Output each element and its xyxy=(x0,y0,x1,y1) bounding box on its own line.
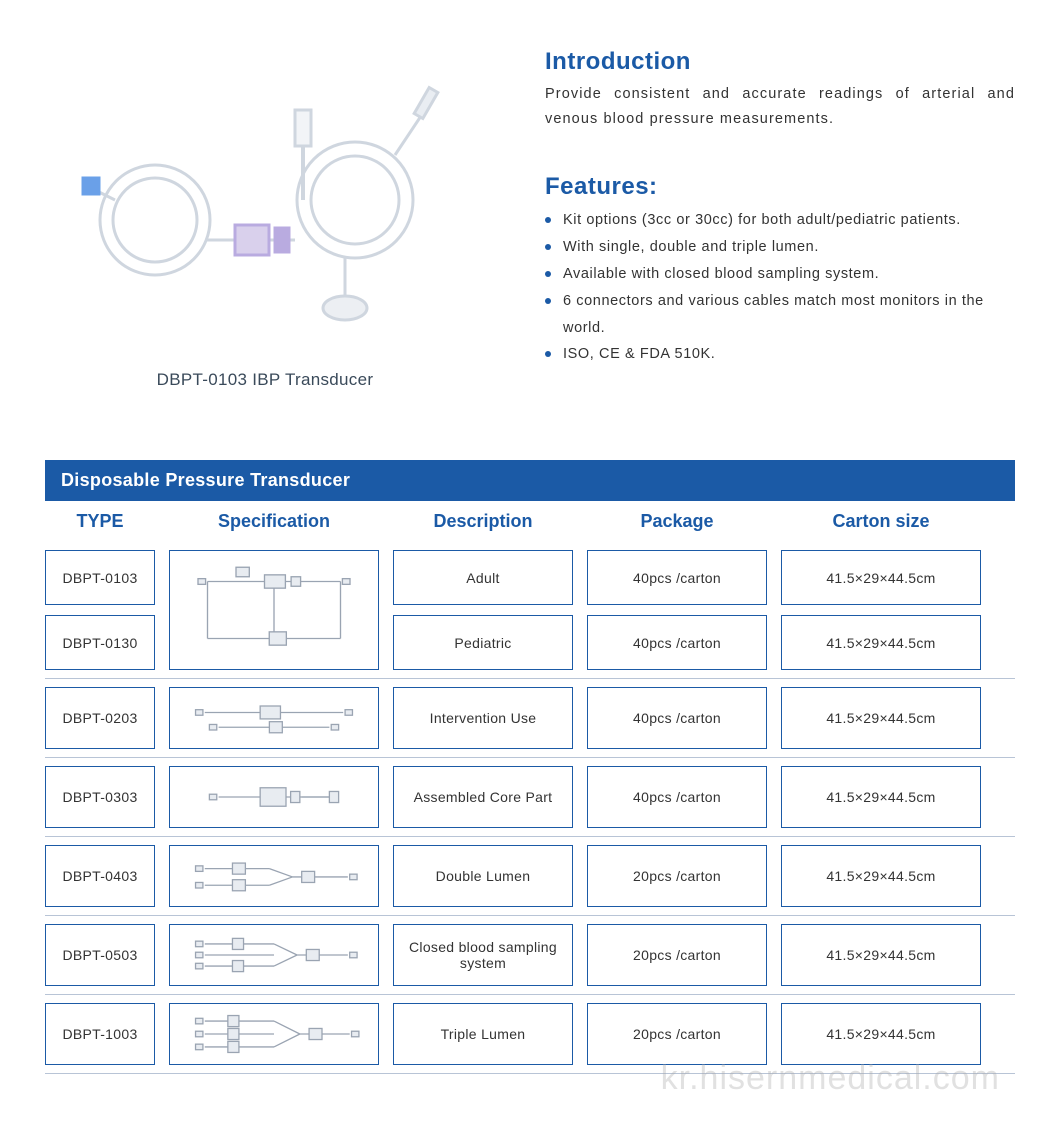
feature-item: Available with closed blood sampling sys… xyxy=(545,261,1015,288)
type-cell: DBPT-0503 xyxy=(45,924,155,986)
feature-item: 6 connectors and various cables match mo… xyxy=(545,288,1015,342)
type-cell: DBPT-0203 xyxy=(45,687,155,749)
table-row-group: DBPT-0103 DBPT-0130 Adult 40pcs /carton 41.5… xyxy=(45,544,1015,676)
type-cell-stack: DBPT-1003 xyxy=(45,1003,155,1065)
right-stack: Adult40pcs /carton41.5×29×44.5cmPediatri… xyxy=(393,550,1015,670)
row-divider xyxy=(45,678,1015,679)
col-header-pkg: Package xyxy=(587,511,767,532)
feature-item: ISO, CE & FDA 510K. xyxy=(545,341,1015,368)
carton-cell: 41.5×29×44.5cm xyxy=(781,845,981,907)
info-column: Introduction Provide consistent and accu… xyxy=(545,40,1015,390)
row-divider xyxy=(45,757,1015,758)
col-header-spec: Specification xyxy=(169,511,379,532)
row-divider xyxy=(45,1073,1015,1074)
product-illustration xyxy=(45,40,465,360)
spec-cell xyxy=(169,550,379,670)
spec-cell xyxy=(169,924,379,986)
table-header-row: TYPE Specification Description Package C… xyxy=(45,501,1015,544)
package-cell: 20pcs /carton xyxy=(587,924,767,986)
intro-heading: Introduction xyxy=(545,48,1015,76)
top-section: DBPT-0103 IBP Transducer Introduction Pr… xyxy=(45,40,1015,390)
type-cell-stack: DBPT-0403 xyxy=(45,845,155,907)
col-header-carton: Carton size xyxy=(781,511,981,532)
right-stack: Intervention Use40pcs /carton41.5×29×44.… xyxy=(393,687,1015,749)
description-cell: Double Lumen xyxy=(393,845,573,907)
carton-cell: 41.5×29×44.5cm xyxy=(781,687,981,749)
carton-cell: 41.5×29×44.5cm xyxy=(781,924,981,986)
carton-cell: 41.5×29×44.5cm xyxy=(781,1003,981,1065)
type-cell-stack: DBPT-0203 xyxy=(45,687,155,749)
features-list: Kit options (3cc or 30cc) for both adult… xyxy=(545,207,1015,368)
description-cell: Pediatric xyxy=(393,615,573,670)
spec-table: Disposable Pressure Transducer TYPE Spec… xyxy=(45,460,1015,1076)
description-cell: Closed blood sampling system xyxy=(393,924,573,986)
right-stack: Closed blood sampling system20pcs /carto… xyxy=(393,924,1015,986)
features-heading: Features: xyxy=(545,173,1015,201)
row-divider xyxy=(45,836,1015,837)
package-cell: 20pcs /carton xyxy=(587,845,767,907)
table-row-group: DBPT-0503 Closed blood sampling system20p… xyxy=(45,918,1015,992)
description-cell: Triple Lumen xyxy=(393,1003,573,1065)
product-caption: DBPT-0103 IBP Transducer xyxy=(45,370,485,390)
right-stack: Assembled Core Part40pcs /carton41.5×29×… xyxy=(393,766,1015,828)
right-stack: Triple Lumen20pcs /carton41.5×29×44.5cm xyxy=(393,1003,1015,1065)
package-cell: 40pcs /carton xyxy=(587,766,767,828)
spec-cell xyxy=(169,766,379,828)
table-row: Triple Lumen20pcs /carton41.5×29×44.5cm xyxy=(393,1003,1015,1065)
type-cell: DBPT-0403 xyxy=(45,845,155,907)
type-cell-stack: DBPT-0303 xyxy=(45,766,155,828)
type-cell: DBPT-0130 xyxy=(45,615,155,670)
package-cell: 40pcs /carton xyxy=(587,687,767,749)
row-divider xyxy=(45,994,1015,995)
row-divider xyxy=(45,915,1015,916)
right-stack: Double Lumen20pcs /carton41.5×29×44.5cm xyxy=(393,845,1015,907)
table-row: Double Lumen20pcs /carton41.5×29×44.5cm xyxy=(393,845,1015,907)
spec-cell xyxy=(169,687,379,749)
package-cell: 20pcs /carton xyxy=(587,1003,767,1065)
description-cell: Intervention Use xyxy=(393,687,573,749)
table-row: Closed blood sampling system20pcs /carto… xyxy=(393,924,1015,986)
carton-cell: 41.5×29×44.5cm xyxy=(781,766,981,828)
col-header-desc: Description xyxy=(393,511,573,532)
type-cell: DBPT-0303 xyxy=(45,766,155,828)
table-row-group: DBPT-0303 Assembled Core Part40pcs /carto… xyxy=(45,760,1015,834)
table-body: DBPT-0103DBPT-0130Adult40pcs /carton41.5… xyxy=(45,544,1015,1076)
description-cell: Adult xyxy=(393,550,573,605)
table-row: Pediatric 40pcs /carton 41.5×29×44.5cm xyxy=(393,615,1015,670)
carton-cell: 41.5×29×44.5cm xyxy=(781,550,981,605)
table-row: Intervention Use40pcs /carton41.5×29×44.… xyxy=(393,687,1015,749)
carton-cell: 41.5×29×44.5cm xyxy=(781,615,981,670)
feature-item: With single, double and triple lumen. xyxy=(545,234,1015,261)
type-cell-stack: DBPT-0103 DBPT-0130 xyxy=(45,550,155,670)
table-row-group: DBPT-1003 Triple Lumen20pcs /carton41.5×2… xyxy=(45,997,1015,1071)
feature-item: Kit options (3cc or 30cc) for both adult… xyxy=(545,207,1015,234)
table-row-group: DBPT-0203 Intervention Use40pcs /carton41… xyxy=(45,681,1015,755)
type-cell: DBPT-1003 xyxy=(45,1003,155,1065)
table-row-group: DBPT-0403 Double Lumen20pcs /carton41.5×2… xyxy=(45,839,1015,913)
package-cell: 40pcs /carton xyxy=(587,550,767,605)
type-cell: DBPT-0103 xyxy=(45,550,155,605)
table-row: Assembled Core Part40pcs /carton41.5×29×… xyxy=(393,766,1015,828)
table-title: Disposable Pressure Transducer xyxy=(45,460,1015,501)
product-column: DBPT-0103 IBP Transducer xyxy=(45,40,485,390)
description-cell: Assembled Core Part xyxy=(393,766,573,828)
spec-cell xyxy=(169,845,379,907)
type-cell-stack: DBPT-0503 xyxy=(45,924,155,986)
table-row: Adult 40pcs /carton 41.5×29×44.5cm xyxy=(393,550,1015,605)
intro-text: Provide consistent and accurate readings… xyxy=(545,82,1015,131)
package-cell: 40pcs /carton xyxy=(587,615,767,670)
col-header-type: TYPE xyxy=(45,511,155,532)
spec-cell xyxy=(169,1003,379,1065)
